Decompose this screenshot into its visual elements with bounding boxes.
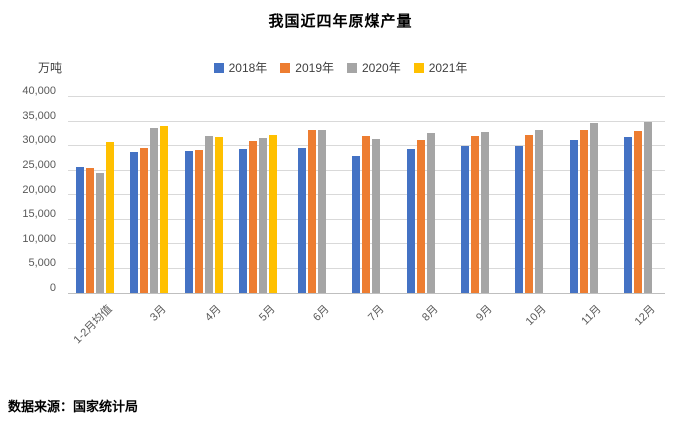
bar-2020年-1-2月均值 bbox=[96, 173, 105, 293]
bar-2020年-3月 bbox=[150, 128, 159, 293]
bar-group-4月 bbox=[177, 97, 231, 293]
bar-2018年-10月 bbox=[515, 146, 524, 293]
bar-group-5月 bbox=[231, 97, 285, 293]
bar-2020年-6月 bbox=[318, 130, 327, 293]
x-tick-label: 11月 bbox=[578, 303, 604, 328]
y-tick-label: 15,000 bbox=[22, 208, 56, 221]
bar-2021年-3月 bbox=[160, 126, 169, 293]
y-tick-label: 25,000 bbox=[22, 158, 56, 171]
bar-2018年-5月 bbox=[238, 148, 247, 293]
y-axis-labels: 0 5,000 10,000 15,000 20,000 25,000 30,000 35,0… bbox=[0, 85, 62, 294]
bar-group-9月 bbox=[448, 97, 502, 293]
y-tick-label: 40,000 bbox=[22, 85, 56, 97]
x-tick-label: 6月 bbox=[311, 303, 332, 324]
bar-2019年-6月 bbox=[308, 129, 317, 293]
x-tick-label: 10月 bbox=[523, 303, 549, 329]
bar-2020年-4月 bbox=[204, 136, 213, 293]
legend-item-2018年: 2018年 bbox=[213, 59, 268, 76]
bar-2018年-8月 bbox=[406, 148, 415, 293]
x-tick-label: 9月 bbox=[474, 303, 495, 324]
bar-2018年-4月 bbox=[184, 150, 193, 293]
bar-2018年-9月 bbox=[460, 145, 469, 293]
x-axis-labels: 1-2月均值 3月 4月 5月 6月 7月 8月 9月 10月 11月 12月 bbox=[68, 301, 665, 376]
bar-2019年-3月 bbox=[140, 148, 149, 293]
chart-title: 我国近四年原煤产量 bbox=[268, 13, 413, 30]
bar-2018年-1-2月均值 bbox=[76, 166, 85, 293]
x-tick-label: 7月 bbox=[365, 303, 387, 324]
bar-2019年-1-2月均值 bbox=[86, 167, 95, 293]
bar-2018年-7月 bbox=[352, 156, 361, 293]
legend: 2018年 2019年 2020年 2021年 bbox=[0, 59, 681, 76]
y-axis-unit-label: 万吨 bbox=[38, 61, 63, 75]
y-tick-label: 35,000 bbox=[22, 109, 56, 122]
legend-label: 2019年 bbox=[295, 61, 334, 75]
legend-swatch-icon bbox=[280, 62, 291, 73]
legend-item-2019年: 2019年 bbox=[280, 59, 334, 76]
bar-group-1-2月均值 bbox=[68, 97, 122, 293]
bar-2019年-9月 bbox=[470, 135, 479, 293]
legend-item-2021年: 2021年 bbox=[413, 59, 468, 76]
legend-swatch-icon bbox=[413, 62, 424, 73]
legend-label: 2020年 bbox=[362, 61, 401, 75]
gridline bbox=[68, 96, 665, 97]
legend-swatch-icon bbox=[213, 62, 224, 73]
bar-2020年-10月 bbox=[535, 129, 544, 293]
x-tick-label: 1-2月均值 bbox=[71, 303, 115, 347]
bar-2018年-3月 bbox=[130, 151, 139, 293]
source-note: 数据来源：国家统计局 bbox=[8, 399, 139, 414]
bar-2020年-8月 bbox=[426, 133, 435, 293]
y-tick-label: 0 bbox=[49, 282, 56, 294]
bar-2019年-4月 bbox=[194, 150, 203, 293]
x-tick-label: 5月 bbox=[256, 303, 278, 324]
bar-2021年-5月 bbox=[268, 134, 277, 293]
bar-2018年-6月 bbox=[298, 148, 307, 293]
legend-item-2020年: 2020年 bbox=[347, 59, 401, 76]
bar-group-8月 bbox=[394, 97, 448, 293]
bar-2018年-12月 bbox=[623, 137, 632, 293]
x-tick-label: 12月 bbox=[632, 303, 658, 329]
bar-2020年-9月 bbox=[480, 131, 489, 293]
legend-label: 2018年 bbox=[228, 61, 268, 75]
x-tick-label: 3月 bbox=[148, 303, 170, 324]
legend-label: 2021年 bbox=[428, 61, 468, 75]
bar-2019年-12月 bbox=[633, 131, 642, 293]
bar-2020年-11月 bbox=[589, 122, 598, 293]
bar-group-3月 bbox=[122, 97, 176, 293]
legend-swatch-icon bbox=[347, 62, 357, 73]
bar-group-11月 bbox=[556, 97, 610, 293]
x-tick-label: 4月 bbox=[202, 303, 224, 324]
gridline bbox=[68, 120, 665, 122]
bar-2019年-11月 bbox=[579, 130, 588, 293]
bar-2020年-7月 bbox=[372, 138, 381, 293]
bar-group-7月 bbox=[339, 97, 393, 293]
plot-area bbox=[68, 96, 665, 294]
x-tick-label: 8月 bbox=[419, 303, 441, 324]
bar-group-6月 bbox=[285, 97, 339, 293]
bar-2021年-1-2月均值 bbox=[106, 141, 115, 293]
bar-2020年-5月 bbox=[258, 138, 267, 293]
bar-2020年-12月 bbox=[643, 121, 652, 293]
bar-2019年-8月 bbox=[416, 139, 425, 293]
y-tick-label: 30,000 bbox=[22, 134, 56, 147]
bar-2021年-4月 bbox=[214, 137, 223, 293]
bar-group-12月 bbox=[611, 97, 665, 293]
bar-2019年-5月 bbox=[248, 140, 257, 293]
bar-2019年-7月 bbox=[362, 136, 371, 293]
bars-layer bbox=[68, 97, 665, 293]
y-tick-label: 10,000 bbox=[22, 232, 56, 245]
bar-2019年-10月 bbox=[525, 135, 534, 293]
y-tick-label: 5,000 bbox=[28, 257, 56, 270]
y-tick-label: 20,000 bbox=[22, 183, 56, 196]
bar-group-10月 bbox=[502, 97, 556, 293]
bar-2018年-11月 bbox=[569, 140, 578, 293]
